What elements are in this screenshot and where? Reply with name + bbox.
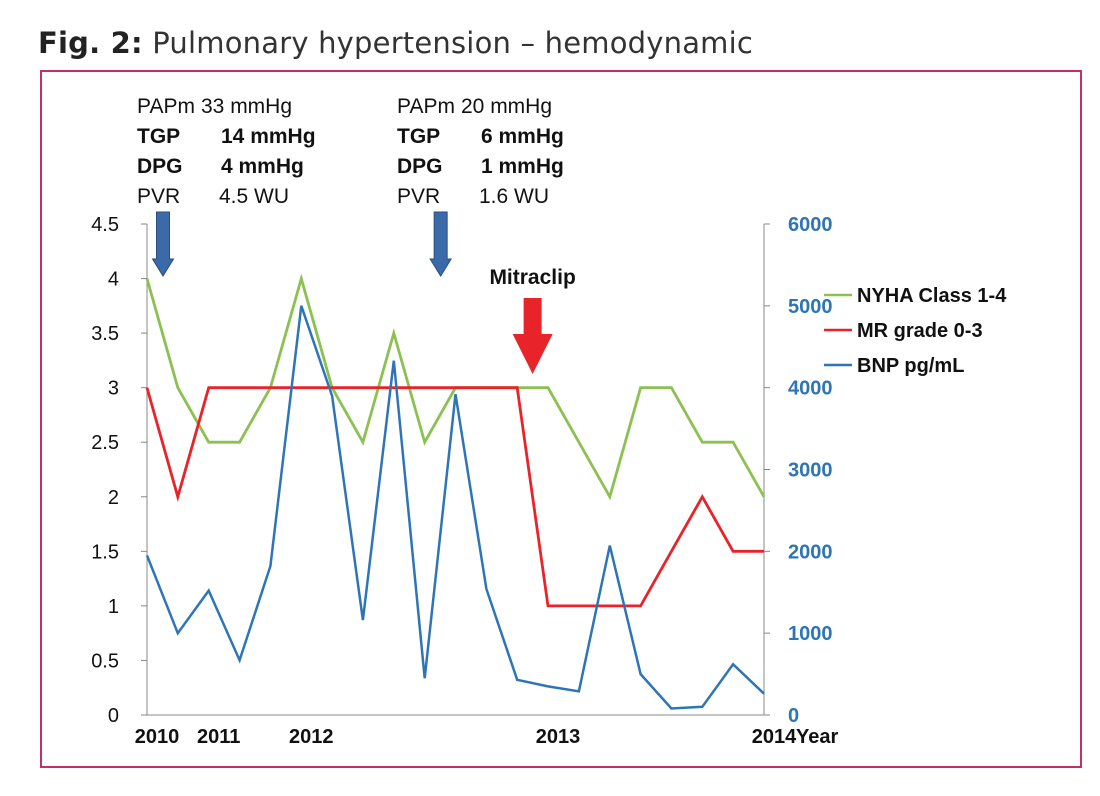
- x-tick-label: 2013: [536, 726, 581, 748]
- annotation-row-dpg: DPG 4 mmHg: [137, 152, 337, 182]
- x-tick-label: 2010: [135, 726, 180, 748]
- annotation-row-tgp: TGP 14 mmHg: [137, 122, 337, 152]
- legend-label: MR grade 0-3: [857, 320, 983, 342]
- series-line: [145, 305, 765, 710]
- y-left-tick-label: 0: [108, 705, 119, 727]
- y-left-tick-label: 3: [108, 378, 119, 400]
- annotation-row-tgp: TGP 6 mmHg: [397, 122, 597, 152]
- y-right-tick-label: 5000: [788, 296, 833, 318]
- annotation-value: 6 mmHg: [481, 125, 564, 148]
- x-tick-label: 2012: [289, 726, 334, 748]
- annotation-row-papm: PAPm 33 mmHg: [137, 92, 337, 122]
- y-right-tick-label: 3000: [788, 460, 833, 482]
- y-right-tick-label: 2000: [788, 541, 833, 563]
- y-right-tick-label: 0: [788, 705, 799, 727]
- annotation-row-pvr: PVR 4.5 WU: [137, 182, 337, 212]
- blue-arrow-icon: [151, 211, 175, 277]
- annotation-value: 1 mmHg: [481, 155, 564, 178]
- annotation-key: DPG: [397, 155, 443, 178]
- x-axis-label: Year: [796, 726, 838, 748]
- red-arrow-icon: [512, 298, 553, 374]
- chart-frame: [40, 70, 1082, 768]
- y-left-tick-label: 1.5: [91, 541, 119, 563]
- annotation-value: 14 mmHg: [221, 125, 316, 148]
- annotation-key: TGP: [137, 125, 181, 148]
- annotation-key: PVR: [137, 185, 181, 208]
- legend-label: NYHA Class 1-4: [857, 285, 1007, 307]
- annotation-value: 20 mmHg: [461, 95, 553, 118]
- annotation-key: PAPm: [397, 95, 455, 118]
- annotation-value: 1.6 WU: [479, 185, 550, 208]
- blue-arrow-icon: [429, 211, 453, 277]
- annotation-value: 33 mmHg: [201, 95, 293, 118]
- annotation-key: PAPm: [137, 95, 195, 118]
- annotation-left: PAPm 33 mmHg TGP 14 mmHg DPG 4 mmHg PVR 4.5 WU: [137, 92, 337, 212]
- annotation-key: PVR: [397, 185, 441, 208]
- annotation-row-papm: PAPm 20 mmHg: [397, 92, 597, 122]
- figure-title-text: Pulmonary hypertension – hemodynamic: [152, 26, 754, 60]
- figure-title: Fig. 2: Pulmonary hypertension – hemodyn…: [38, 26, 753, 60]
- annotation-right: PAPm 20 mmHg TGP 6 mmHg DPG 1 mmHg PVR 1.6 WU: [397, 92, 597, 212]
- annotation-value: 4 mmHg: [221, 155, 304, 178]
- y-left-tick-label: 2.5: [91, 432, 119, 454]
- y-left-tick-label: 4.5: [91, 214, 119, 236]
- y-right-tick-label: 4000: [788, 378, 833, 400]
- x-tick-label: 2014: [752, 726, 797, 748]
- annotation-row-pvr: PVR 1.6 WU: [397, 182, 597, 212]
- y-left-tick-label: 4: [108, 269, 119, 291]
- annotation-value: 4.5 WU: [219, 185, 290, 208]
- annotation-key: TGP: [397, 125, 441, 148]
- annotation-key: DPG: [137, 155, 183, 178]
- y-left-tick-label: 0.5: [91, 650, 119, 672]
- annotation-row-dpg: DPG 1 mmHg: [397, 152, 597, 182]
- x-tick-label: 2011: [197, 726, 240, 748]
- figure-label: Fig. 2:: [38, 26, 143, 60]
- y-left-tick-label: 1: [108, 596, 119, 618]
- y-left-tick-label: 3.5: [91, 323, 119, 345]
- y-right-tick-label: 1000: [788, 623, 833, 645]
- mitraclip-label: Mitraclip: [489, 266, 575, 289]
- series-line: [145, 386, 764, 608]
- y-left-tick-label: 2: [108, 487, 119, 509]
- y-right-tick-label: 6000: [788, 214, 833, 236]
- legend-label: BNP pg/mL: [857, 355, 964, 377]
